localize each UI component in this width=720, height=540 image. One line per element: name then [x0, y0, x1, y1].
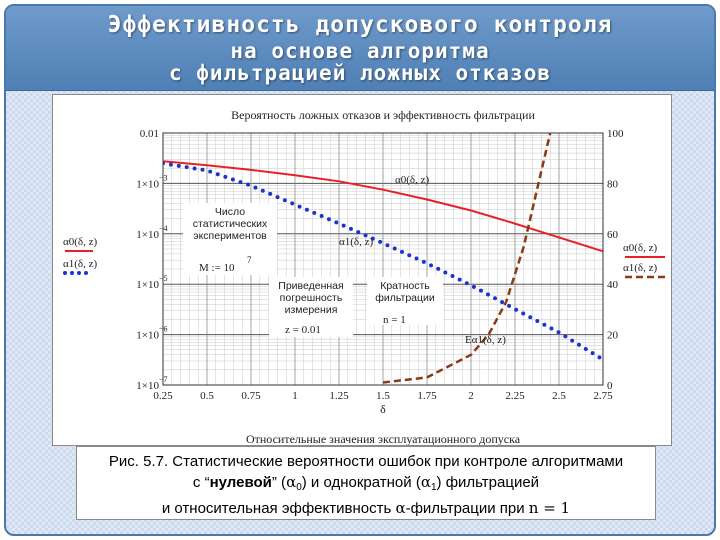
x-tick-label: 1: [292, 390, 298, 402]
y-left-tick-exponent: −6: [159, 325, 168, 334]
y-left-tick-label: 1×10: [136, 380, 159, 392]
y-right-tick-label: 40: [607, 279, 619, 291]
x-tick-label: 0.25: [153, 390, 173, 402]
caption-text: с “: [192, 474, 210, 491]
slide-title-line-3: с фильтрацией ложных отказов: [168, 61, 551, 85]
filtration-multiplicity-box: [367, 277, 443, 325]
y-right-tick-label: 20: [607, 330, 619, 342]
caption-text: ) фильтрацией: [436, 474, 540, 491]
measurement-error-box: [269, 277, 353, 337]
y-left-tick-label: 1×10: [136, 229, 159, 241]
measurement-error-text: погрешность: [280, 292, 343, 304]
subscript: 0: [296, 482, 302, 493]
subscript: 1: [430, 482, 437, 493]
filtration-multiplicity-text: фильтрации: [375, 292, 435, 304]
series-line-alpha0: [163, 160, 603, 253]
y-right-tick-label: 100: [607, 128, 624, 140]
caption-text: ” (: [271, 474, 287, 491]
caption-text: и относительная эффективность: [161, 500, 396, 517]
caption-bold-word: нулевой: [209, 474, 272, 491]
y-left-tick-label: 1×10: [136, 330, 159, 342]
caption-line-3: и относительная эффективность α-фильтрац…: [77, 498, 655, 519]
y-left-tick-label: 1×10: [136, 279, 159, 291]
x-tick-label: 2.25: [505, 390, 525, 402]
figure-panel: Вероятность ложных отказов и эффективнос…: [52, 94, 672, 446]
caption-text: -фильтрации при: [405, 500, 529, 517]
experiments-text: статистических: [193, 218, 268, 230]
x-tick-label: 2.5: [552, 390, 566, 402]
x-axis-caption: Относительные значения эксплуатационного…: [246, 432, 521, 445]
x-axis-label: δ: [380, 402, 386, 416]
curve-label-alpha0: α0(δ, z): [395, 174, 429, 186]
measurement-error-value: z = 0.01: [285, 324, 321, 336]
alpha-symbol: α: [420, 473, 431, 491]
experiments-value-exponent: 7: [247, 255, 252, 265]
x-tick-label: 1.75: [417, 390, 437, 402]
curve-label-e-alpha1: Eα1(δ, z): [465, 334, 506, 346]
measurement-error-text: измерения: [285, 304, 338, 316]
x-tick-label: 1.25: [329, 390, 349, 402]
y-right-tick-label: 80: [607, 178, 619, 190]
title-bar: Эффективность допускового контроля на ос…: [6, 6, 714, 91]
y-left-tick-label: 0.01: [140, 128, 159, 140]
n-equals-value: n = 1: [528, 499, 571, 517]
experiments-text: Число: [215, 206, 245, 218]
x-tick-label: 0.75: [241, 390, 261, 402]
legend-right-label: α0(δ, z): [623, 242, 657, 254]
figure-caption: Рис. 5.7. Статистические вероятности оши…: [76, 446, 656, 520]
experiments-box: [183, 203, 277, 275]
caption-line-2: с “нулевой” (α0) и однократной (α1) филь…: [77, 472, 655, 498]
x-tick-label: 1.5: [376, 390, 390, 402]
filtration-multiplicity-value: n = 1: [383, 314, 406, 326]
plot-frame: [162, 132, 604, 386]
x-tick-label: 2: [468, 390, 474, 402]
x-tick-label: 0.5: [200, 390, 214, 402]
x-tick-label: 2.75: [593, 390, 613, 402]
legend-right-label: α1(δ, z): [623, 262, 657, 274]
series-line-e-alpha1: [382, 133, 552, 384]
alpha-symbol: α: [395, 499, 406, 517]
experiments-text: экспериментов: [193, 230, 267, 242]
slide: Эффективность допускового контроля на ос…: [4, 4, 716, 536]
y-left-tick-exponent: −3: [159, 173, 168, 182]
experiments-value: M := 10: [199, 262, 235, 274]
chart: Вероятность ложных отказов и эффективнос…: [63, 108, 665, 445]
y-left-tick-exponent: −4: [159, 224, 168, 233]
slide-title-line-1: Эффективность допускового контроля: [107, 12, 613, 38]
measurement-error-text: Приведенная: [278, 280, 343, 292]
caption-text: ) и однократной (: [301, 474, 421, 491]
caption-line-1: Рис. 5.7. Статистические вероятности оши…: [108, 453, 624, 470]
y-left-tick-exponent: −7: [159, 375, 168, 384]
y-right-tick-label: 0: [607, 380, 613, 392]
slide-title-line-2: на основе алгоритма: [230, 39, 490, 63]
series-line-alpha1: [163, 161, 603, 362]
chart-title: Вероятность ложных отказов и эффективнос…: [231, 108, 535, 122]
filtration-multiplicity-text: Кратность: [380, 280, 430, 292]
y-right-tick-label: 60: [607, 229, 619, 241]
curve-label-alpha1: α1(δ, z): [339, 236, 373, 248]
legend-left-label: α0(δ, z): [63, 236, 97, 248]
legend-left-label: α1(δ, z): [63, 258, 97, 270]
y-left-tick-label: 1×10: [136, 178, 159, 190]
alpha-symbol: α: [286, 473, 297, 491]
y-left-tick-exponent: −5: [159, 274, 168, 283]
